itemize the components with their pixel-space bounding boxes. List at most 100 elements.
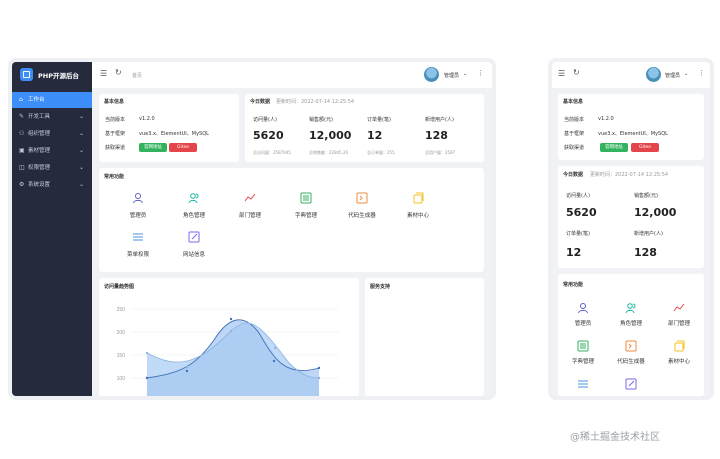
tool-icon: ✎ <box>19 113 25 120</box>
desktop-frame: PHP开源后台 ⌂ 工作台 ✎ 开发工具 ⌄ ⚇ 组织管理 ⌄ ▣ 素材管理 ⌄… <box>12 62 492 396</box>
menu-toggle-icon[interactable]: ☰ <box>558 69 566 78</box>
stat-value: 5620 <box>566 206 597 219</box>
info-value: vue3.x、ElementUI、MySQL <box>598 131 668 137</box>
sidebar-item-dev-tools[interactable]: ✎ 开发工具 ⌄ <box>12 109 92 125</box>
chart-line-icon <box>673 303 685 312</box>
sidebar-item-dashboard[interactable]: ⌂ 工作台 <box>12 92 92 108</box>
chevron-down-icon: ⌄ <box>78 164 84 171</box>
sidebar-item-organization[interactable]: ⚇ 组织管理 ⌄ <box>12 126 92 142</box>
chevron-down-icon[interactable]: ⌄ <box>463 71 468 77</box>
sidebar-item-label: 系统设置 <box>28 182 51 188</box>
card-title: 今日数据 <box>563 172 584 178</box>
admin-function[interactable]: 管理员 <box>113 192 163 222</box>
menu-function[interactable] <box>558 378 608 396</box>
card-title: 常用功能 <box>104 174 125 180</box>
user-icon <box>133 193 143 204</box>
sidebar-item-materials[interactable]: ▣ 素材管理 ⌄ <box>12 143 92 159</box>
role-function[interactable]: 角色管理 <box>606 302 656 332</box>
more-vertical-icon[interactable]: ⋮ <box>477 69 484 77</box>
card-title: 今日数据 <box>250 99 271 105</box>
trend-chart: 250 200 150 100 <box>117 307 339 396</box>
sidebar-item-settings[interactable]: ⚙ 系统设置 ⌄ <box>12 177 92 193</box>
dept-function[interactable]: 部门管理 <box>654 302 704 332</box>
app-title: PHP开源后台 <box>38 72 79 80</box>
sidebar-item-label: 权限管理 <box>28 165 51 171</box>
user-icon <box>578 303 588 314</box>
official-site-tag[interactable]: 官网地址 <box>139 143 167 152</box>
info-value: vue3.x、ElementUI、MySQL <box>139 131 209 137</box>
function-label: 字典管理 <box>294 213 317 219</box>
avatar[interactable] <box>646 67 661 82</box>
stat-label: 销售额(元) <box>309 117 333 123</box>
area-series-1 <box>147 319 319 396</box>
official-site-tag[interactable]: 官网地址 <box>600 143 628 152</box>
menu-toggle-icon[interactable]: ☰ <box>100 69 108 78</box>
codegen-function[interactable]: 代码生成器 <box>337 192 387 222</box>
function-label: 角色管理 <box>619 321 642 327</box>
menu-icon <box>578 380 588 388</box>
stat-sub: 总访问量：2587945 <box>253 150 291 155</box>
gitee-tag[interactable]: Gitee <box>169 143 197 152</box>
lock-icon: ◫ <box>19 164 25 171</box>
sidebar-item-label: 开发工具 <box>28 114 51 120</box>
dict-function[interactable]: 字典管理 <box>558 340 608 370</box>
chevron-down-icon: ⌄ <box>78 181 84 188</box>
function-label: 菜单权限 <box>126 252 149 258</box>
sidebar-item-label: 组织管理 <box>28 131 51 137</box>
update-time: 更新时间：2022-07-14 12:25:54 <box>276 99 355 105</box>
dictionary-icon <box>300 192 312 204</box>
function-label: 字典管理 <box>571 359 594 365</box>
stat-label: 订单量(笔) <box>367 117 391 123</box>
chart-line-icon <box>244 193 256 202</box>
stat-value: 5620 <box>253 129 284 142</box>
gitee-tag[interactable]: Gitee <box>631 143 659 152</box>
menu-function[interactable]: 菜单权限 <box>113 231 163 261</box>
dictionary-icon <box>577 340 589 352</box>
card-title: 常用功能 <box>563 282 584 288</box>
y-tick-label: 100 <box>117 376 126 382</box>
site-function[interactable]: 网站信息 <box>169 231 219 261</box>
stat-label: 新增用户(人) <box>634 231 663 237</box>
user-name[interactable]: 管理员 <box>665 73 681 79</box>
more-vertical-icon[interactable]: ⋮ <box>698 69 705 77</box>
user-name[interactable]: 管理员 <box>444 73 460 79</box>
function-label: 管理员 <box>129 213 147 219</box>
card-title: 访问量趋势图 <box>104 284 135 290</box>
logo <box>20 68 33 81</box>
edit-icon <box>188 231 200 243</box>
info-label: 获取渠道 <box>105 145 126 151</box>
function-label: 管理员 <box>574 321 592 327</box>
y-tick-label: 200 <box>117 330 126 336</box>
function-label: 部门管理 <box>238 213 261 219</box>
code-icon <box>356 192 368 204</box>
codegen-function[interactable]: 代码生成器 <box>606 340 656 370</box>
refresh-icon[interactable]: ↻ <box>115 68 122 77</box>
refresh-icon[interactable]: ↻ <box>573 68 580 77</box>
breadcrumb[interactable]: 首页 <box>132 73 143 79</box>
site-function[interactable] <box>606 378 656 396</box>
card-title: 服务支持 <box>370 284 391 290</box>
avatar[interactable] <box>424 67 439 82</box>
stat-label: 新增用户(人) <box>425 117 454 123</box>
material-function[interactable]: 素材中心 <box>654 340 704 370</box>
stat-value: 128 <box>634 246 657 259</box>
info-label: 基于框架 <box>105 131 126 137</box>
stat-sub: 总用户量：2587 <box>425 150 456 155</box>
watermark: @稀土掘金技术社区 <box>570 432 660 443</box>
sidebar-item-permissions[interactable]: ◫ 权限管理 ⌄ <box>12 160 92 176</box>
support-card: 服务支持 <box>365 278 484 396</box>
role-function[interactable]: 角色管理 <box>169 192 219 222</box>
users-icon <box>625 303 636 314</box>
admin-function[interactable]: 管理员 <box>558 302 608 332</box>
chevron-down-icon[interactable]: ⌄ <box>684 71 689 77</box>
chevron-down-icon: ⌄ <box>78 130 84 137</box>
info-label: 当前版本 <box>564 117 585 123</box>
stat-label: 订单量(笔) <box>566 231 590 237</box>
chevron-down-icon: ⌄ <box>78 113 84 120</box>
stat-label: 销售额(元) <box>634 193 658 199</box>
stat-value: 12,000 <box>634 206 677 219</box>
info-value: v1.2.0 <box>139 116 155 122</box>
material-function[interactable]: 素材中心 <box>393 192 443 222</box>
dict-function[interactable]: 字典管理 <box>281 192 331 222</box>
dept-function[interactable]: 部门管理 <box>225 192 275 222</box>
